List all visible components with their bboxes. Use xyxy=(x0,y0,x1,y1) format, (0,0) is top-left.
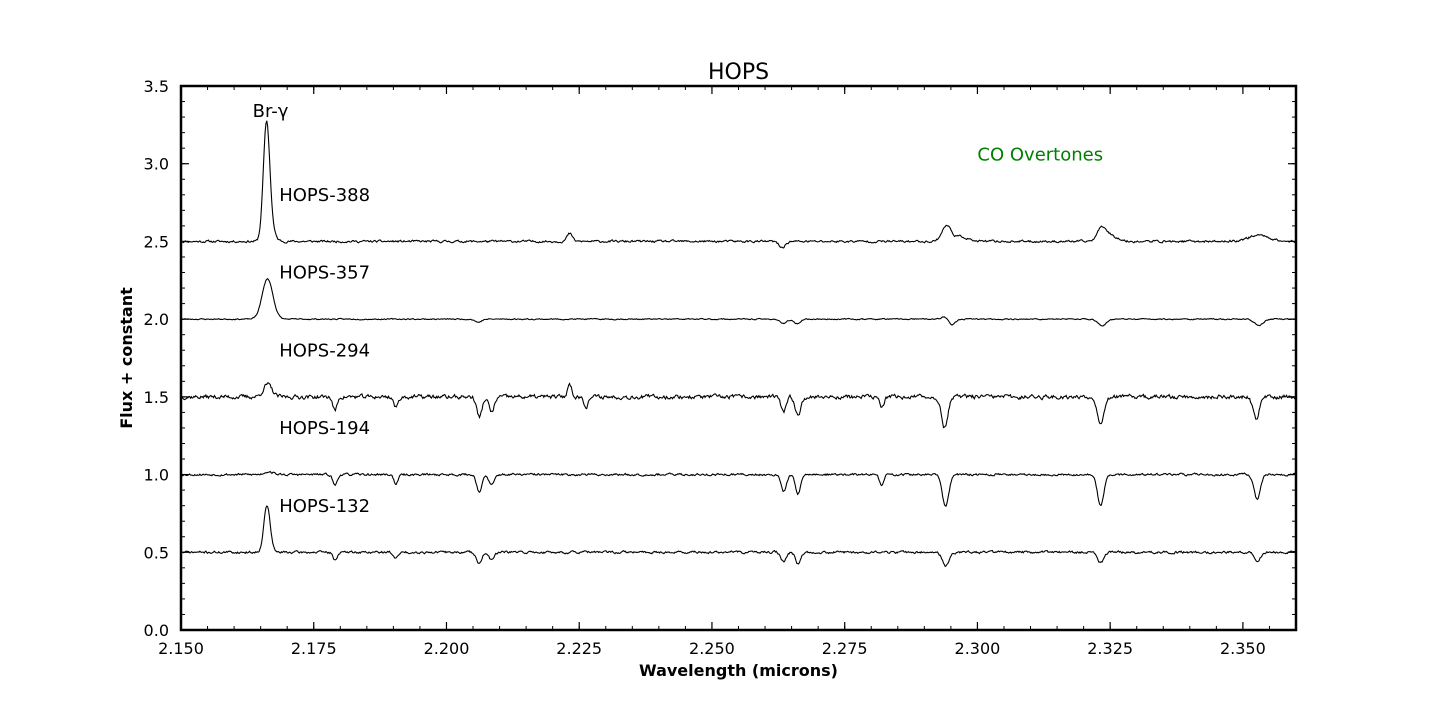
spectrum-line-hops-194 xyxy=(180,470,1297,507)
x-tick-label: 2.200 xyxy=(424,639,470,658)
spectrum-line-hops-357 xyxy=(180,277,1297,327)
x-tick-label: 2.250 xyxy=(689,639,735,658)
y-tick-label: 2.5 xyxy=(144,232,169,251)
x-tick-label: 2.175 xyxy=(291,639,337,658)
axis-layer xyxy=(179,84,1298,632)
x-tick-label: 2.275 xyxy=(822,639,868,658)
series-label-hops-357: HOPS-357 xyxy=(279,263,370,284)
spectrum-line-hops-388 xyxy=(180,120,1297,249)
series-layer xyxy=(180,120,1297,568)
x-tick-label: 2.150 xyxy=(158,639,204,658)
y-tick-label: 3.5 xyxy=(144,77,169,96)
x-axis-label: Wavelength (microns) xyxy=(639,661,838,680)
y-tick-label: 2.0 xyxy=(144,310,169,329)
x-tick-label: 2.325 xyxy=(1087,639,1133,658)
series-label-hops-194: HOPS-194 xyxy=(279,418,370,439)
x-tick-label: 2.300 xyxy=(955,639,1001,658)
y-tick-label: 1.0 xyxy=(144,466,169,485)
spectrum-line-hops-132 xyxy=(180,505,1297,568)
series-label-hops-388: HOPS-388 xyxy=(279,185,370,206)
y-tick-label: 0.0 xyxy=(144,621,169,640)
chart-title: HOPS xyxy=(708,60,769,85)
brgamma-annotation: Br-γ xyxy=(253,101,289,122)
y-axis-label: Flux + constant xyxy=(117,287,136,429)
co-overtones-annotation: CO Overtones xyxy=(977,145,1103,166)
text-layer: HOPS-388 HOPS-357 HOPS-294 HOPS-194 HOPS-132… xyxy=(117,60,1266,680)
y-tick-label: 1.5 xyxy=(144,388,169,407)
x-tick-label: 2.350 xyxy=(1220,639,1266,658)
series-label-hops-132: HOPS-132 xyxy=(279,496,370,517)
y-tick-label: 0.5 xyxy=(144,543,169,562)
y-tick-label: 3.0 xyxy=(144,155,169,174)
spectrum-line-hops-294 xyxy=(180,382,1297,429)
series-label-hops-294: HOPS-294 xyxy=(279,340,370,361)
x-tick-label: 2.225 xyxy=(556,639,602,658)
